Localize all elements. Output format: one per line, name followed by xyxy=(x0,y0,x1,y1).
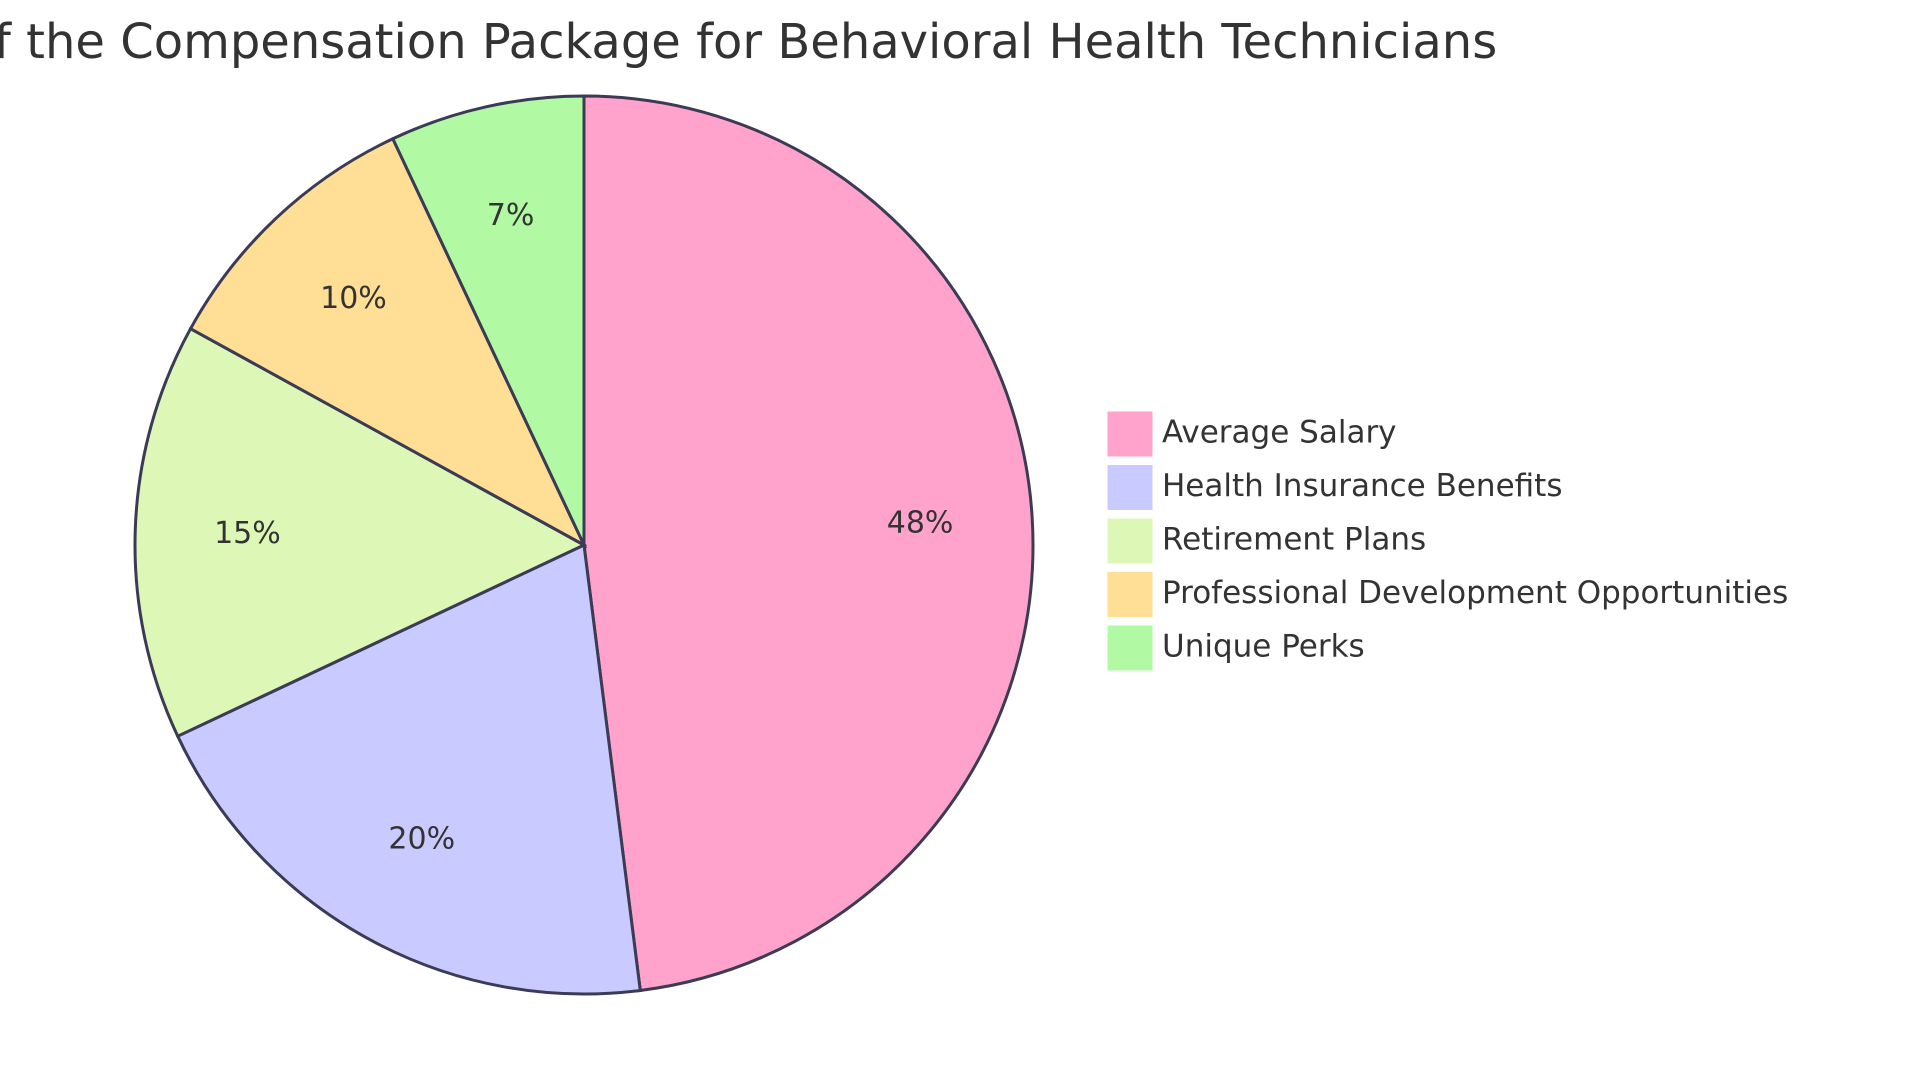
slice-value-label: 48% xyxy=(887,505,954,540)
legend-swatch xyxy=(1107,518,1153,564)
legend-swatch xyxy=(1107,411,1153,457)
pie-slice-labels: 48% 20% 15% 10% 7% xyxy=(214,198,953,857)
pie-slices xyxy=(133,94,1035,996)
pie-slice-average-salary xyxy=(582,94,1035,993)
pie-slice-unique-perks xyxy=(390,94,586,546)
slice-value-label: 10% xyxy=(320,281,387,316)
legend-label: Unique Perks xyxy=(1162,629,1365,665)
legend-label: Professional Development Opportunities xyxy=(1162,575,1788,611)
slice-value-label: 20% xyxy=(388,822,455,857)
legend-swatch xyxy=(1107,625,1153,671)
pie-slice-professional-development-opportunities xyxy=(188,136,588,549)
legend-label: Average Salary xyxy=(1162,415,1397,451)
legend-label: Health Insurance Benefits xyxy=(1162,468,1563,504)
chart-legend: Average Salary Health Insurance Benefits R… xyxy=(1107,411,1788,671)
legend-label: Retirement Plans xyxy=(1162,522,1426,558)
legend-swatch xyxy=(1107,572,1153,617)
pie-slice-retirement-plans xyxy=(133,326,588,739)
slice-value-label: 7% xyxy=(487,198,535,233)
chart-title: f the Compensation Package for Behaviora… xyxy=(0,14,1497,70)
pie-slice-health-insurance-benefits xyxy=(175,542,642,996)
legend-swatch xyxy=(1107,465,1153,510)
slice-value-label: 15% xyxy=(214,516,281,551)
